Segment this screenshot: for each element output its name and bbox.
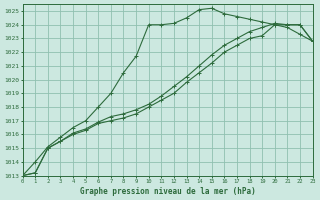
X-axis label: Graphe pression niveau de la mer (hPa): Graphe pression niveau de la mer (hPa) (80, 187, 255, 196)
